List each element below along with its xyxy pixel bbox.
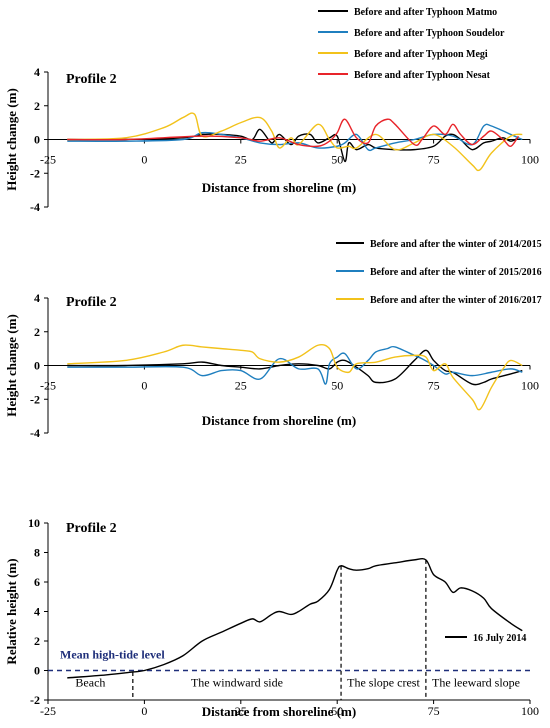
x-tick-label: 50: [331, 379, 343, 393]
y-tick-label: 0: [34, 133, 40, 147]
series-line: [67, 343, 523, 411]
x-axis-title: Distance from shoreline (m): [202, 413, 356, 428]
series-line: [67, 345, 523, 385]
legend-label: Before and after the winter of 2015/2016: [370, 267, 542, 278]
y-tick-label: -2: [30, 392, 40, 406]
legend-label: Before and after Typhoon Megi: [354, 49, 488, 60]
y-tick-label: -2: [30, 693, 40, 707]
series-line: [67, 118, 520, 148]
y-tick-label: 10: [28, 516, 40, 530]
y-tick-label: 0: [34, 359, 40, 373]
panel-label: Profile 2: [66, 521, 117, 536]
series-line: [67, 557, 523, 679]
series-line: [67, 128, 519, 163]
y-tick-label: 8: [34, 546, 40, 560]
x-tick-label: 100: [521, 704, 539, 718]
x-tick-label: 0: [141, 379, 147, 393]
legend-label: Before and after Typhoon Nesat: [354, 70, 491, 81]
x-axis-title: Distance from shoreline (m): [202, 704, 356, 719]
y-axis-title: Height change (m): [4, 314, 19, 417]
x-tick-label: -25: [40, 379, 56, 393]
zone-label: Beach: [75, 676, 105, 690]
y-tick-label: -4: [30, 200, 40, 214]
mean-high-tide-label: Mean high-tide level: [60, 648, 165, 662]
zone-label: The windward side: [191, 676, 283, 690]
x-tick-label: -25: [40, 704, 56, 718]
y-tick-label: 4: [34, 291, 40, 305]
y-tick-label: -2: [30, 166, 40, 180]
panel-label: Profile 2: [66, 295, 117, 310]
series-line: [67, 112, 523, 172]
y-tick-label: 4: [34, 605, 40, 619]
x-tick-label: 25: [235, 704, 247, 718]
x-tick-label: 100: [521, 153, 539, 167]
zone-label: The slope crest: [347, 676, 420, 690]
legend-label: 16 July 2014: [473, 633, 526, 644]
x-tick-label: 25: [235, 153, 247, 167]
x-tick-label: 100: [521, 379, 539, 393]
panel-label: Profile 2: [66, 72, 117, 87]
x-tick-label: 75: [428, 379, 440, 393]
x-tick-label: 0: [141, 153, 147, 167]
y-axis-title: Height change (m): [4, 88, 19, 191]
x-tick-label: 75: [428, 153, 440, 167]
x-tick-label: -25: [40, 153, 56, 167]
y-tick-label: 2: [34, 99, 40, 113]
x-tick-label: 75: [428, 704, 440, 718]
panel-relative-height: 10 8 6 4 2 0 -2-25 0 25 50 75 100 Distance from shor…: [4, 516, 539, 719]
y-tick-label: 4: [34, 65, 40, 79]
zone-label: The leeward slope: [432, 676, 520, 690]
legend-label: Before and after Typhoon Soudelor: [354, 28, 505, 39]
series-line: [67, 349, 523, 386]
y-tick-label: 2: [34, 634, 40, 648]
x-tick-label: 25: [235, 379, 247, 393]
legend: 16 July 2014: [445, 633, 526, 644]
y-axis-title: Relative height (m): [4, 558, 19, 664]
legend-label: Before and after the winter of 2014/2015: [370, 239, 542, 250]
x-tick-label: 0: [141, 704, 147, 718]
y-tick-label: 0: [34, 664, 40, 678]
legend: Before and after Typhoon Matmo Before and…: [318, 7, 505, 81]
legend-label: Before and after Typhoon Matmo: [354, 7, 497, 18]
y-tick-label: -4: [30, 426, 40, 440]
y-tick-label: 6: [34, 575, 40, 589]
legend: Before and after the winter of 2014/2015…: [336, 239, 542, 306]
legend-label: Before and after the winter of 2016/2017: [370, 295, 542, 306]
x-tick-label: 50: [331, 153, 343, 167]
x-axis-title: Distance from shoreline (m): [202, 180, 356, 195]
x-tick-label: 50: [331, 704, 343, 718]
y-tick-label: 2: [34, 325, 40, 339]
